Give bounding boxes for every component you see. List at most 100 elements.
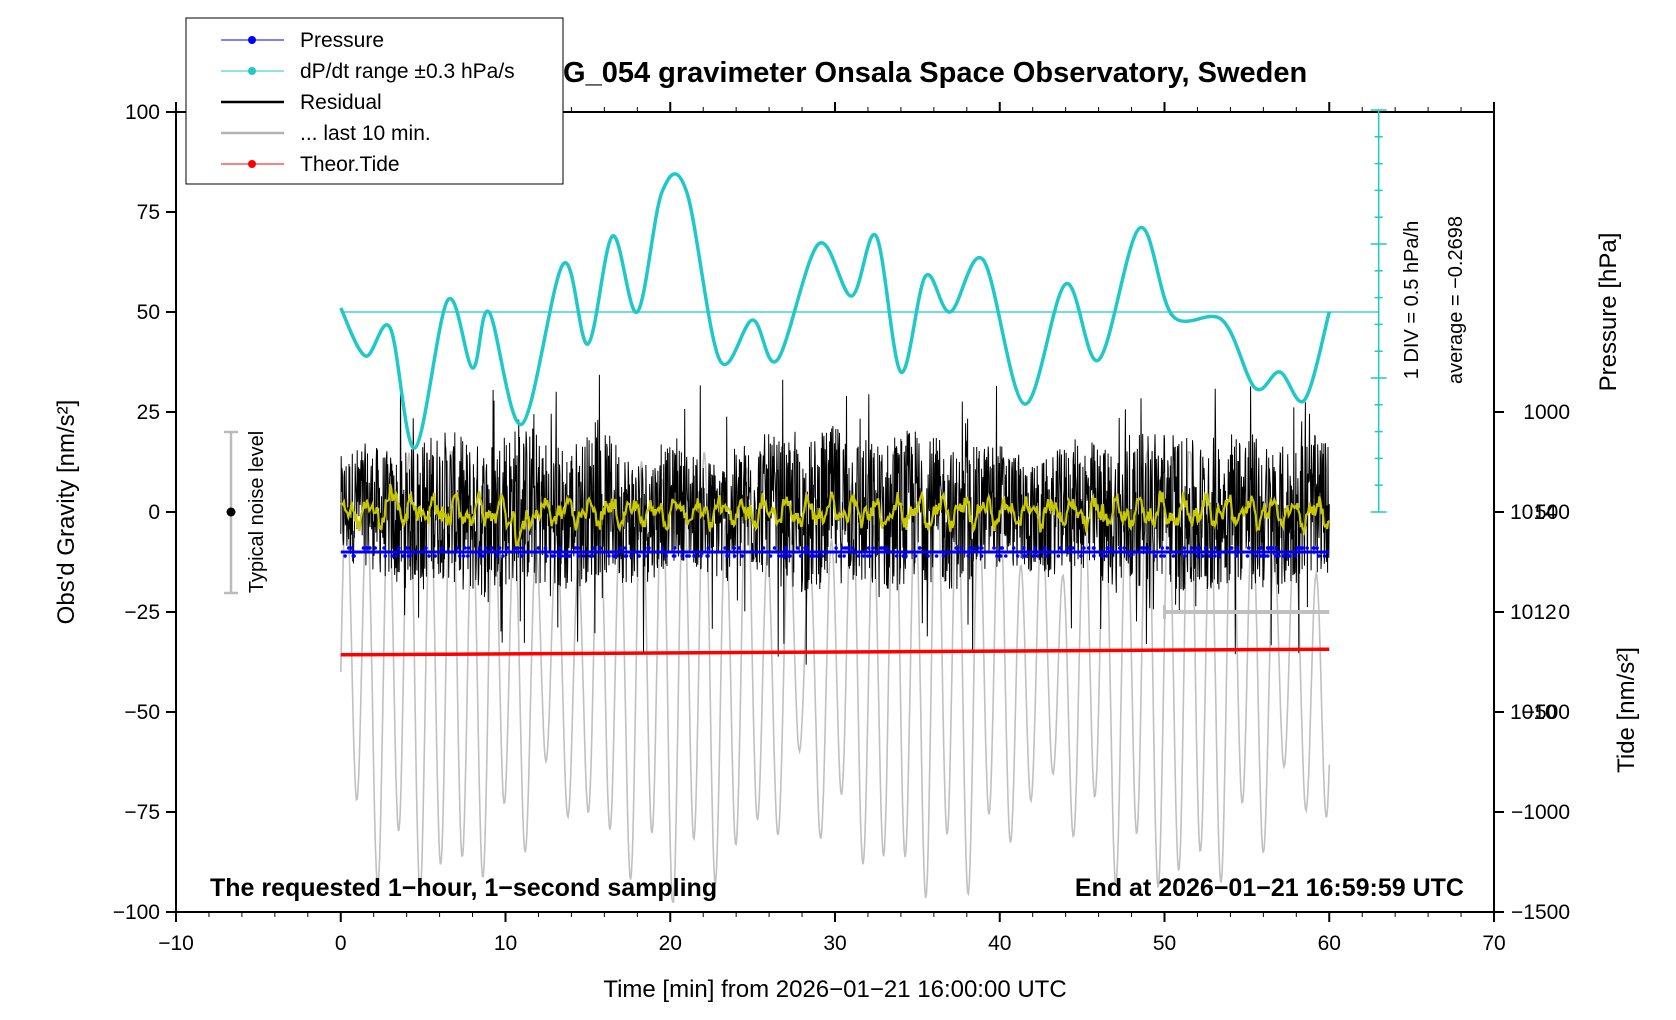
pressure-dot (581, 554, 586, 558)
pressure-dot (466, 546, 471, 550)
pressure-dot (660, 546, 665, 550)
pressure-dot (1245, 554, 1250, 558)
last-10-min-series (1163, 605, 1330, 619)
pressure-dot (1182, 546, 1187, 550)
pressure-dot (868, 554, 872, 558)
tide-tick-label: 500 (1535, 501, 1570, 524)
pressure-dot (513, 546, 518, 550)
y-tick-label: 0 (148, 501, 160, 524)
pressure-dot (664, 554, 668, 558)
x-tick-label: 50 (1153, 932, 1176, 955)
pressure-dot (1213, 554, 1217, 558)
pressure-dot (559, 554, 564, 558)
pressure-dot (1105, 546, 1110, 550)
pressure-dot (866, 546, 871, 550)
pressure-dot (1165, 546, 1170, 550)
pressure-dot (885, 546, 889, 550)
pressure-dot (1270, 546, 1275, 550)
pressure-dot (1071, 546, 1075, 550)
pressure-dot (706, 546, 711, 550)
dpdt-average-label: average = −0.2698 (1445, 216, 1467, 384)
pressure-dot (1234, 554, 1238, 558)
pressure-dot (871, 546, 875, 550)
pressure-dot (490, 546, 494, 550)
pressure-dot (350, 546, 355, 550)
x-tick-label: 10 (494, 932, 517, 955)
pressure-dot (543, 546, 548, 550)
pressure-dot (862, 554, 866, 558)
footer-left-note: The requested 1−hour, 1−second sampling (210, 874, 717, 902)
pressure-dot (894, 554, 899, 558)
pressure-dot (1258, 554, 1263, 558)
pressure-dot (1100, 554, 1104, 558)
pressure-dot (995, 554, 999, 558)
pressure-dot (740, 554, 744, 558)
pressure-dot (1195, 546, 1199, 550)
residual-smoothed-line (340, 483, 1331, 550)
pressure-dot (497, 546, 502, 550)
dpdt-scale-label: 1 DIV = 0.5 hPa/h (1401, 221, 1423, 379)
pressure-dot (680, 554, 685, 558)
pressure-dot (478, 546, 482, 550)
pressure-dot (588, 554, 592, 558)
pressure-dot (840, 546, 845, 550)
pressure-dot (361, 546, 366, 550)
pressure-dot (672, 554, 677, 558)
pressure-dot (1285, 554, 1290, 558)
pressure-dot (463, 546, 467, 550)
pressure-dot (1208, 554, 1213, 558)
pressure-dot (879, 546, 883, 550)
pressure-dot (1079, 554, 1083, 558)
pressure-dot (618, 546, 623, 550)
pressure-dot (505, 546, 510, 550)
pressure-dot (481, 554, 486, 558)
pressure-dot (1281, 554, 1286, 558)
legend-label: Residual (300, 91, 382, 114)
pressure-dot (591, 546, 596, 550)
pressure-dot (913, 554, 918, 558)
pressure-dot (1217, 554, 1222, 558)
tide-tick-label: 0 (1558, 601, 1570, 624)
pressure-dot (687, 554, 691, 558)
pressure-dot (1299, 546, 1304, 550)
pressure-dot (1294, 554, 1298, 558)
axes-ticks: −10 0 10 20 30 40 50 60 701007550250−25−50−75−10… (113, 101, 1570, 955)
pressure-dot (623, 546, 628, 550)
pressure-dot (926, 554, 930, 558)
pressure-dot (954, 546, 958, 550)
pressure-dot (1011, 546, 1016, 550)
tide-tick-label: −1000 (1511, 801, 1570, 824)
pressure-dot (483, 546, 488, 550)
pressure-dot (805, 546, 810, 550)
y-axis-label-left: Obs'd Gravity [nm/s²] (53, 400, 80, 625)
pressure-dot (427, 554, 431, 558)
pressure-dot (1004, 554, 1008, 558)
pressure-dot (917, 546, 922, 550)
pressure-dot (598, 546, 602, 550)
pressure-dot (1031, 554, 1035, 558)
pressure-dot (1274, 546, 1278, 550)
pressure-dot (1213, 546, 1217, 550)
pressure-dot (1118, 546, 1122, 550)
pressure-dot (1033, 546, 1037, 550)
pressure-dot (643, 554, 648, 558)
tide-series (340, 448, 1331, 903)
pressure-dot (1183, 554, 1187, 558)
dpdt-line (339, 172, 1331, 450)
pressure-dot (1122, 546, 1126, 550)
pressure-dot (901, 554, 905, 558)
pressure-dot (607, 554, 611, 558)
pressure-dot (788, 554, 792, 558)
pressure-dot (558, 546, 563, 550)
pressure-dot (865, 554, 870, 558)
pressure-dot (550, 554, 555, 558)
y-axis-label-tide: Tide [nm/s²] (1613, 647, 1640, 773)
x-tick-label: 0 (335, 932, 347, 955)
pressure-series (340, 546, 1330, 558)
pressure-dot (723, 546, 727, 550)
pressure-dot (815, 554, 819, 558)
x-tick-label: 30 (823, 932, 846, 955)
pressure-dot (1315, 546, 1319, 550)
pressure-dot (966, 554, 971, 558)
pressure-dot (383, 554, 388, 558)
